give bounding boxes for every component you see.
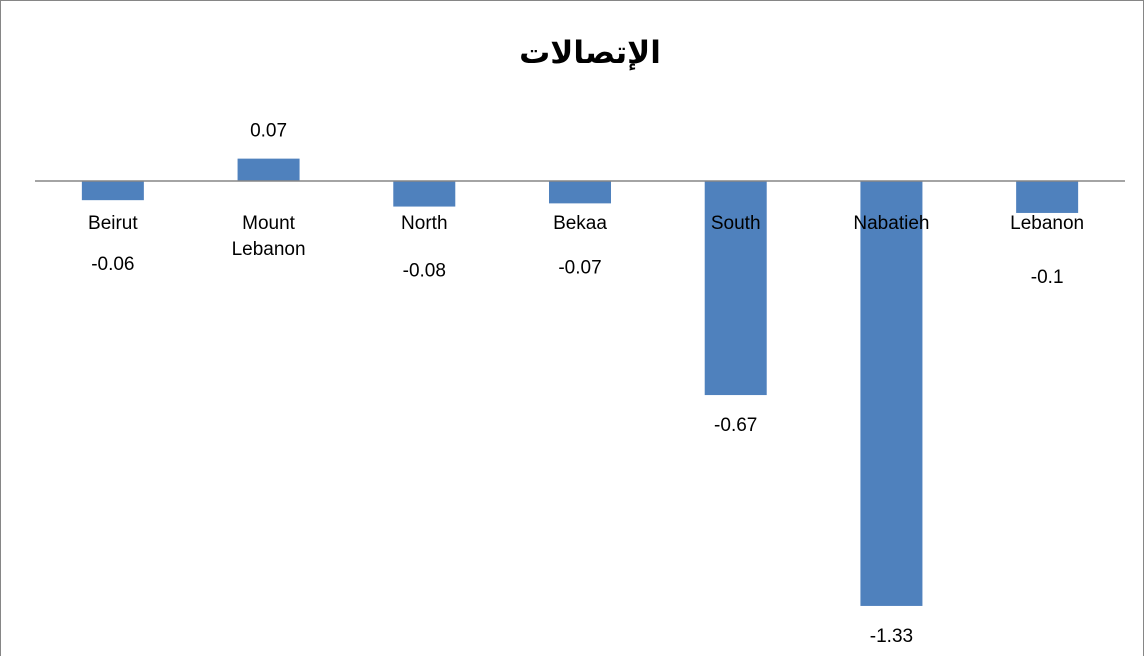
data-label: 0.07 bbox=[250, 121, 287, 142]
bar bbox=[549, 181, 611, 204]
x-tick-label: Nabatieh bbox=[853, 213, 930, 234]
bar bbox=[393, 181, 456, 207]
data-label: -0.08 bbox=[403, 261, 446, 282]
data-label: -0.67 bbox=[714, 415, 757, 436]
data-label: -0.1 bbox=[1031, 267, 1064, 288]
bar bbox=[237, 158, 300, 181]
x-tick-label: Mount Lebanon bbox=[231, 213, 306, 260]
bar bbox=[860, 181, 923, 606]
data-label: -0.07 bbox=[558, 257, 601, 278]
x-tick-label: South bbox=[710, 213, 761, 234]
data-label: -1.33 bbox=[870, 626, 913, 647]
bar bbox=[704, 181, 767, 396]
x-tick-label: North bbox=[401, 213, 448, 234]
x-tick-label: Bekaa bbox=[553, 213, 607, 234]
data-label: -0.06 bbox=[91, 254, 134, 275]
chart-title: الإتصالات bbox=[519, 35, 661, 70]
x-tick-label: Lebanon bbox=[1010, 213, 1085, 234]
x-tick-label: Beirut bbox=[88, 213, 138, 234]
bar bbox=[1016, 181, 1079, 213]
bar bbox=[81, 181, 144, 201]
